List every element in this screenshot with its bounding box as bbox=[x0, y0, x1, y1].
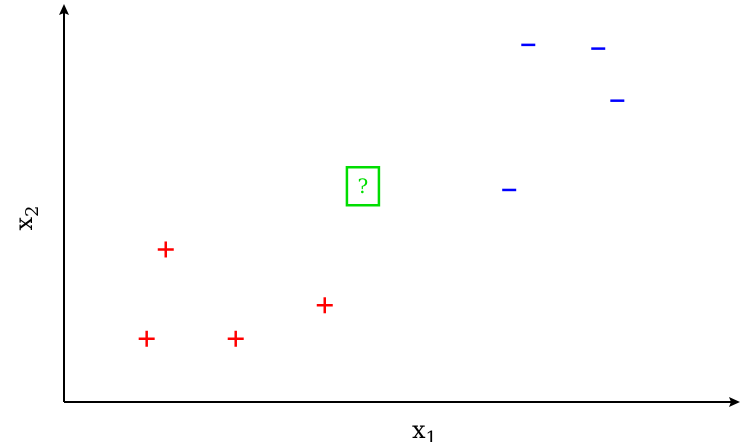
positive-point-3 bbox=[227, 330, 244, 347]
y-axis-arrow bbox=[59, 4, 69, 15]
positive-point-4 bbox=[316, 297, 333, 314]
query-label: ? bbox=[358, 174, 369, 198]
query-box bbox=[345, 165, 381, 207]
positive-point-2 bbox=[138, 330, 155, 347]
data-marks: ? bbox=[138, 43, 625, 347]
y-axis-label: x2 bbox=[10, 206, 43, 231]
query-point: ? bbox=[345, 165, 381, 207]
positive-point-1 bbox=[157, 241, 174, 258]
x-axis-label: x1 bbox=[412, 416, 437, 442]
x-axis-arrow bbox=[729, 397, 740, 407]
